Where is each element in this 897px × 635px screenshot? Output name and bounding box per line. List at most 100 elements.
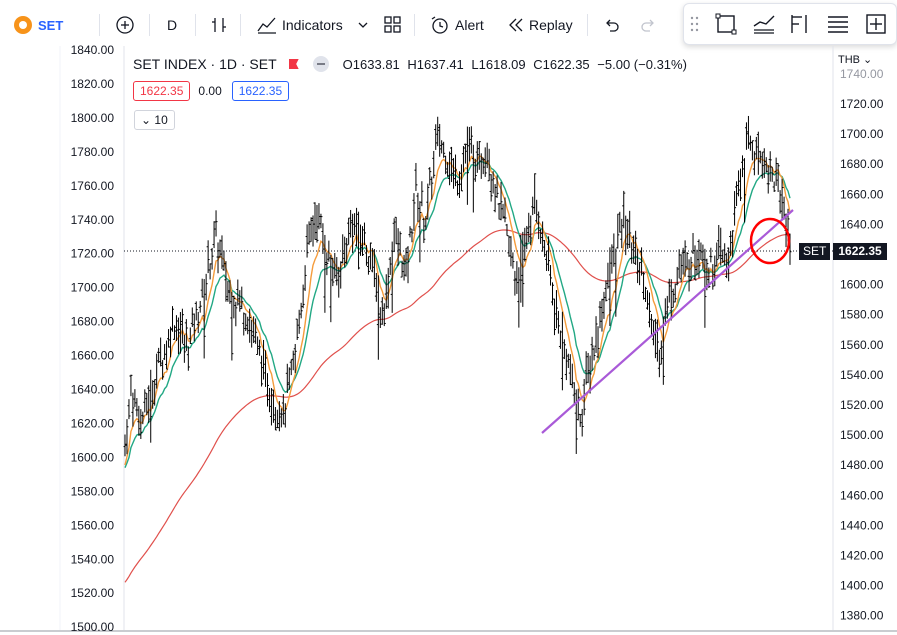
flag-icon[interactable] [288, 59, 299, 69]
ma-red-value[interactable]: 1622.35 [133, 81, 191, 101]
undo-icon [606, 19, 619, 32]
right-axis-tick-label: 1380.00 [840, 609, 884, 623]
ohlc-values: O1633.81 H1637.41 L1618.09 C1622.35 −5.0… [343, 57, 691, 72]
left-axis-tick-label: 1740.00 [71, 213, 115, 227]
orange-ema-path [124, 155, 791, 466]
right-axis-tick-label: 1500.00 [840, 428, 884, 442]
plus-circle-icon [116, 16, 134, 34]
legend-toggle-icon[interactable] [312, 56, 329, 72]
length-value: 10 [154, 113, 168, 127]
orange-ema-line [124, 155, 791, 466]
chart-legend: SET INDEX · 1D · SET O1633.81 H1637.41 L… [133, 56, 691, 72]
right-axis-tick-label: 1540.00 [840, 368, 884, 382]
right-price-axis[interactable]: 1740.00 1720.00 1700.00 1680.00 1660.00 1640.… [840, 67, 884, 623]
right-axis-tick-label: 1520.00 [840, 398, 884, 412]
right-axis-tick-label: 1700.00 [840, 127, 884, 141]
toolbar-divider [195, 14, 196, 36]
toolbar-divider [99, 14, 100, 36]
long-moving-average-line [124, 229, 791, 583]
right-axis-tick-label: 1580.00 [840, 308, 884, 322]
currency-unit-button[interactable]: THB ⌄ [838, 54, 873, 66]
low-value: L1618.09 [471, 56, 526, 72]
left-axis-tick-label: 1720.00 [71, 247, 115, 261]
compare-add-button[interactable] [115, 10, 135, 40]
left-axis-tick-label: 1760.00 [71, 179, 115, 193]
symbol-search-button[interactable]: SET [14, 10, 63, 40]
right-axis-tick-label: 1680.00 [840, 157, 884, 171]
path-tool-icon[interactable] [752, 12, 776, 36]
last-price-tag: SET 1622.35 [799, 243, 887, 260]
interval-button[interactable]: D [167, 10, 177, 40]
alert-label: Alert [455, 17, 484, 33]
right-axis-tick-label: 1740.00 [840, 67, 884, 81]
layout-button[interactable] [383, 10, 403, 40]
left-axis-tick-label: 1520.00 [71, 586, 115, 600]
left-axis-tick-label: 1680.00 [71, 315, 115, 329]
right-axis-tick-label: 1420.00 [840, 549, 884, 563]
indicators-icon [257, 17, 276, 34]
lines-menu-icon[interactable] [826, 12, 850, 36]
grid-layout-icon [384, 16, 401, 33]
indicator-templates-button[interactable] [357, 10, 369, 40]
right-axis-tick-label: 1560.00 [840, 338, 884, 352]
left-axis-tick-label: 1500.00 [71, 620, 115, 634]
replay-button[interactable]: Replay [507, 10, 573, 40]
long-ma-path [124, 229, 791, 583]
redo-icon [641, 19, 654, 32]
set-logo-icon [14, 16, 32, 34]
change-value: −5.00 (−0.31%) [597, 56, 687, 72]
right-axis-tick-label: 1600.00 [840, 278, 884, 292]
left-axis-tick-label: 1840.00 [71, 43, 115, 57]
left-axis-tick-label: 1620.00 [71, 416, 115, 430]
high-value: H1637.41 [407, 56, 464, 72]
toolbar-divider [414, 14, 415, 36]
indicators-label: Indicators [282, 17, 343, 33]
highlight-circle[interactable] [749, 217, 791, 265]
long-position-tool-icon[interactable] [788, 12, 812, 36]
add-text-box-icon[interactable] [864, 12, 888, 36]
left-axis-tick-label: 1600.00 [71, 450, 115, 464]
right-axis-tick-label: 1480.00 [840, 458, 884, 472]
right-axis-tick-label: 1440.00 [840, 518, 884, 532]
left-axis-tick-label: 1780.00 [71, 145, 115, 159]
left-axis-tick-label: 1580.00 [71, 484, 115, 498]
toolbar-divider [240, 14, 241, 36]
indicators-button[interactable]: Indicators [256, 10, 343, 40]
left-axis-tick-label: 1560.00 [71, 518, 115, 532]
undo-button[interactable] [602, 10, 620, 40]
redo-button[interactable] [640, 10, 658, 40]
left-axis-tick-label: 1820.00 [71, 77, 115, 91]
rectangle-tool-icon[interactable] [714, 12, 738, 36]
right-axis-tick-label: 1460.00 [840, 488, 884, 502]
alert-button[interactable]: Alert [429, 10, 484, 40]
left-price-axis: 1840.00 1820.00 1800.00 1780.00 1760.00 1740.… [71, 43, 115, 634]
bars-chart-icon [212, 18, 226, 32]
alarm-clock-icon [431, 16, 448, 34]
chevron-down-icon [358, 22, 368, 28]
last-price-value: 1622.35 [833, 243, 887, 260]
left-axis-tick-label: 1700.00 [71, 281, 115, 295]
last-price-symbol: SET [799, 243, 831, 260]
trendline[interactable] [541, 209, 794, 434]
indicator-length-button[interactable]: ⌄ 10 [134, 110, 175, 130]
toolbar-divider [587, 14, 588, 36]
toolbar-divider [149, 14, 150, 36]
chevron-down-icon: ⌄ [141, 113, 152, 127]
interval-label: D [167, 17, 178, 33]
replay-label: Replay [529, 17, 573, 33]
teal-ema-line [124, 160, 791, 468]
left-axis-tick-label: 1540.00 [71, 552, 115, 566]
symbol-label: SET [38, 17, 64, 33]
right-axis-tick-label: 1640.00 [840, 217, 884, 231]
right-axis-tick-label: 1720.00 [840, 97, 884, 111]
ohlc-bars [123, 115, 792, 457]
rewind-icon [509, 18, 523, 32]
chart-type-button[interactable] [210, 10, 228, 40]
right-axis-tick-label: 1660.00 [840, 187, 884, 201]
indicator-values-row: 1622.35 0.00 1622.35 [133, 81, 297, 101]
teal-ema-path [124, 160, 791, 468]
symbol-title[interactable]: SET INDEX · 1D · SET [133, 56, 277, 72]
drag-handle-icon[interactable] [690, 12, 700, 36]
ma-blue-value[interactable]: 1622.35 [231, 81, 290, 101]
